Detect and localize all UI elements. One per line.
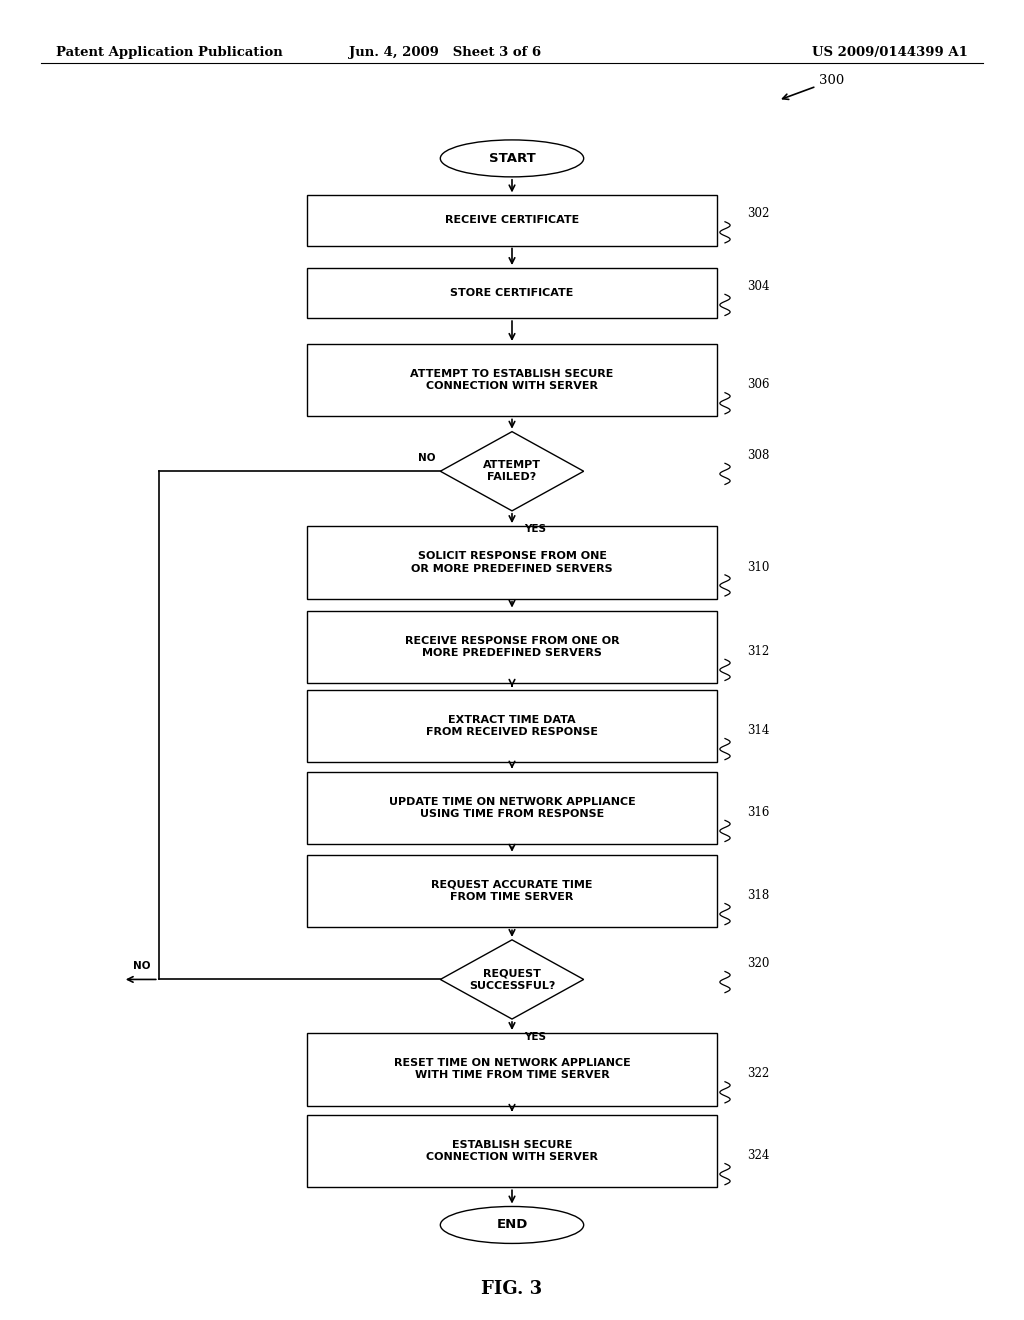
FancyBboxPatch shape	[307, 268, 717, 318]
Text: Patent Application Publication: Patent Application Publication	[56, 46, 283, 59]
Text: 312: 312	[748, 645, 770, 659]
Text: START: START	[488, 152, 536, 165]
Text: RECEIVE CERTIFICATE: RECEIVE CERTIFICATE	[444, 215, 580, 226]
Text: RESET TIME ON NETWORK APPLIANCE
WITH TIME FROM TIME SERVER: RESET TIME ON NETWORK APPLIANCE WITH TIM…	[393, 1059, 631, 1080]
Text: 318: 318	[748, 890, 770, 903]
Text: REQUEST ACCURATE TIME
FROM TIME SERVER: REQUEST ACCURATE TIME FROM TIME SERVER	[431, 880, 593, 902]
Text: ATTEMPT
FAILED?: ATTEMPT FAILED?	[483, 461, 541, 482]
Text: 304: 304	[748, 280, 770, 293]
FancyBboxPatch shape	[307, 195, 717, 246]
Text: SOLICIT RESPONSE FROM ONE
OR MORE PREDEFINED SERVERS: SOLICIT RESPONSE FROM ONE OR MORE PREDEF…	[412, 552, 612, 573]
FancyBboxPatch shape	[307, 1114, 717, 1188]
FancyBboxPatch shape	[307, 855, 717, 927]
Polygon shape	[440, 940, 584, 1019]
Polygon shape	[440, 432, 584, 511]
Text: 306: 306	[748, 379, 770, 391]
Text: ATTEMPT TO ESTABLISH SECURE
CONNECTION WITH SERVER: ATTEMPT TO ESTABLISH SECURE CONNECTION W…	[411, 370, 613, 391]
Text: 300: 300	[782, 74, 845, 99]
FancyBboxPatch shape	[307, 1032, 717, 1106]
Text: 308: 308	[748, 449, 770, 462]
Text: 314: 314	[748, 725, 770, 737]
Text: 324: 324	[748, 1150, 770, 1162]
Text: FIG. 3: FIG. 3	[481, 1280, 543, 1299]
FancyBboxPatch shape	[307, 525, 717, 599]
Ellipse shape	[440, 140, 584, 177]
Ellipse shape	[440, 1206, 584, 1243]
Text: STORE CERTIFICATE: STORE CERTIFICATE	[451, 288, 573, 298]
Text: NO: NO	[133, 961, 151, 972]
FancyBboxPatch shape	[307, 771, 717, 845]
Text: EXTRACT TIME DATA
FROM RECEIVED RESPONSE: EXTRACT TIME DATA FROM RECEIVED RESPONSE	[426, 715, 598, 737]
Text: END: END	[497, 1218, 527, 1232]
Text: YES: YES	[524, 1032, 546, 1043]
Text: 310: 310	[748, 561, 770, 573]
Text: 320: 320	[748, 957, 770, 970]
FancyBboxPatch shape	[307, 610, 717, 684]
FancyBboxPatch shape	[307, 689, 717, 763]
Text: 316: 316	[748, 807, 770, 818]
Text: Jun. 4, 2009   Sheet 3 of 6: Jun. 4, 2009 Sheet 3 of 6	[349, 46, 542, 59]
Text: ESTABLISH SECURE
CONNECTION WITH SERVER: ESTABLISH SECURE CONNECTION WITH SERVER	[426, 1140, 598, 1162]
Text: UPDATE TIME ON NETWORK APPLIANCE
USING TIME FROM RESPONSE: UPDATE TIME ON NETWORK APPLIANCE USING T…	[389, 797, 635, 818]
Text: 322: 322	[748, 1068, 770, 1080]
Text: 302: 302	[748, 207, 770, 220]
Text: RECEIVE RESPONSE FROM ONE OR
MORE PREDEFINED SERVERS: RECEIVE RESPONSE FROM ONE OR MORE PREDEF…	[404, 636, 620, 657]
Text: NO: NO	[418, 453, 435, 463]
Text: YES: YES	[524, 524, 546, 535]
Text: US 2009/0144399 A1: US 2009/0144399 A1	[812, 46, 968, 59]
Text: REQUEST
SUCCESSFUL?: REQUEST SUCCESSFUL?	[469, 969, 555, 990]
FancyBboxPatch shape	[307, 343, 717, 417]
